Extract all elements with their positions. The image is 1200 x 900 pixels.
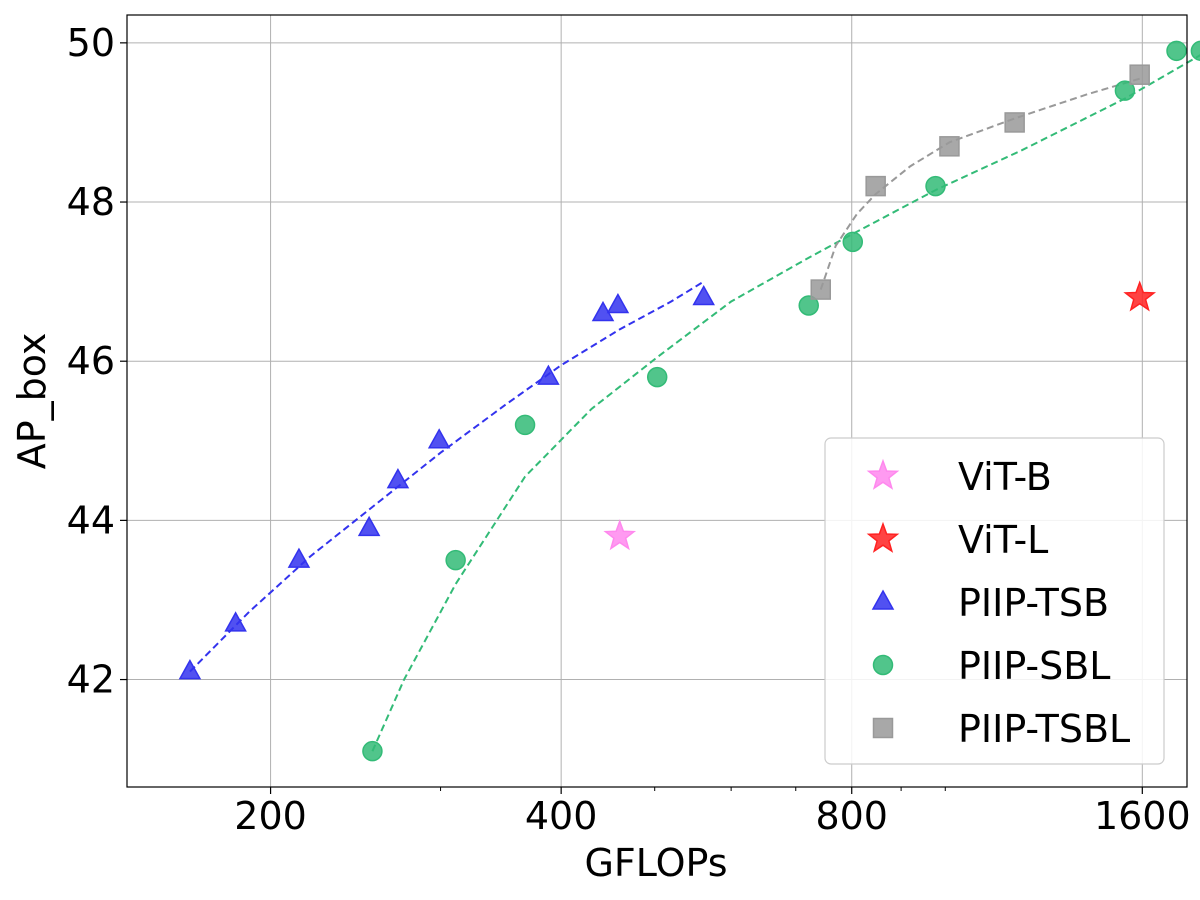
fit-line-piip-tsbl xyxy=(819,77,1140,290)
x-tick-label: 800 xyxy=(815,794,888,838)
y-tick-label: 44 xyxy=(67,498,115,542)
point-piip-sbl xyxy=(514,414,536,436)
point-piip-tsb xyxy=(224,611,247,632)
point-piip-tsb xyxy=(537,364,560,385)
plot-area xyxy=(126,14,1188,788)
legend-marker-piip-tsb xyxy=(871,589,895,610)
point-piip-sbl xyxy=(798,295,819,316)
data-points xyxy=(178,40,1200,762)
legend-marker-vit-l xyxy=(866,521,900,553)
point-piip-tsb xyxy=(427,428,451,449)
grid xyxy=(127,15,1187,787)
legend: ViT-B ViT-L PIIP-TSB PIIP-SBL PIIP-TSBL xyxy=(824,437,1165,765)
point-piip-tsb xyxy=(386,468,410,489)
point-piip-sbl xyxy=(362,740,383,762)
fit-line-piip-tsb xyxy=(189,280,705,673)
legend-label: PIIP-TSBL xyxy=(958,707,1130,751)
legend-box xyxy=(824,437,1165,765)
axis-ticks: 200 400 800 1600 42 44 46 48 50 xyxy=(67,21,1191,838)
point-piip-sbl xyxy=(445,549,466,571)
point-piip-tsbl xyxy=(865,175,886,197)
point-piip-sbl xyxy=(1166,40,1187,62)
y-tick-label: 46 xyxy=(67,339,115,383)
legend-marker-piip-sbl xyxy=(872,654,894,676)
point-piip-tsbl xyxy=(939,136,960,157)
x-tick-label: 400 xyxy=(525,794,598,838)
legend-label: ViT-L xyxy=(958,518,1048,562)
point-piip-tsb xyxy=(178,659,202,680)
point-piip-sbl xyxy=(646,366,668,388)
x-axis-label: GFLOPs xyxy=(584,841,727,885)
legend-label: ViT-B xyxy=(958,455,1052,499)
fit-lines xyxy=(189,54,1200,752)
legend-label: PIIP-SBL xyxy=(958,644,1110,688)
y-axis-label: AP_box xyxy=(10,333,54,470)
fit-line-piip-sbl xyxy=(371,54,1200,752)
point-piip-tsbl xyxy=(810,279,831,300)
x-tick-label: 200 xyxy=(234,794,307,838)
legend-label: PIIP-TSB xyxy=(958,581,1109,625)
point-piip-sbl xyxy=(1114,80,1136,101)
point-piip-tsbl xyxy=(1004,112,1025,133)
legend-marker-vit-b xyxy=(866,458,900,490)
legend-marker-piip-tsbl xyxy=(872,717,894,739)
point-piip-sbl xyxy=(1190,40,1200,62)
point-piip-tsbl xyxy=(1129,64,1150,85)
point-piip-sbl xyxy=(925,175,946,197)
y-tick-label: 48 xyxy=(67,180,115,224)
y-tick-label: 42 xyxy=(67,658,115,702)
point-piip-tsb xyxy=(606,292,630,314)
point-piip-sbl xyxy=(842,231,864,253)
point-vit-l xyxy=(1123,280,1157,312)
point-vit-b xyxy=(603,519,637,551)
point-piip-tsb xyxy=(692,284,715,306)
point-piip-tsb xyxy=(357,515,381,537)
y-tick-label: 50 xyxy=(67,21,115,65)
point-piip-tsb xyxy=(287,547,311,568)
x-tick-label: 1600 xyxy=(1094,794,1191,838)
